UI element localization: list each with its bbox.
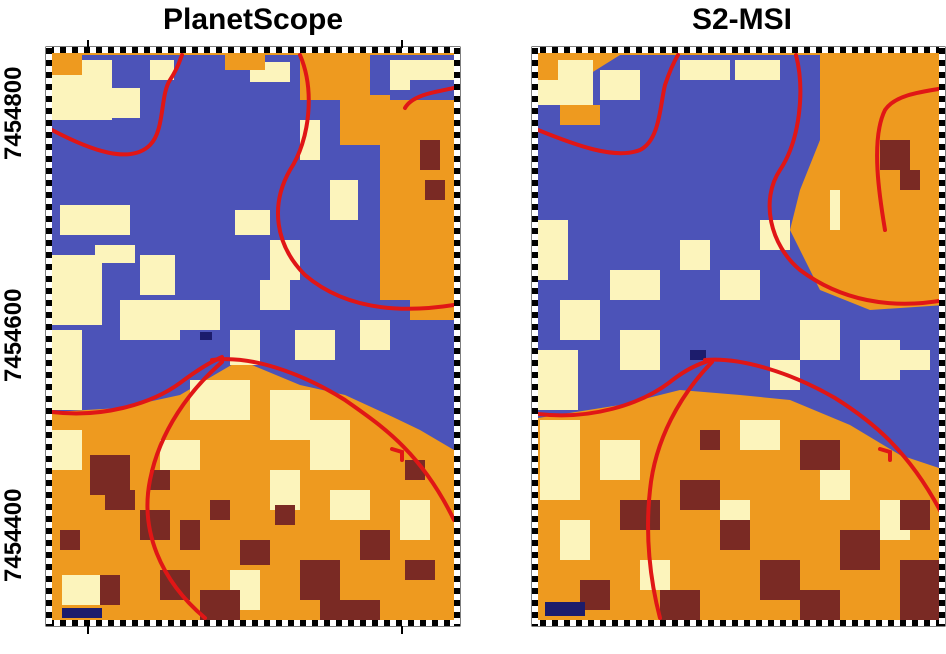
water-class-region <box>52 55 454 450</box>
dark-class-patches <box>60 140 445 620</box>
s2-msi-title: S2-MSI <box>691 3 793 36</box>
orange-class-patches <box>52 55 454 320</box>
navy-class-patches <box>62 332 212 618</box>
s2-msi-map <box>531 46 946 627</box>
boundary-lines <box>52 53 454 620</box>
pale-class-patches <box>52 60 454 610</box>
map-frame-right <box>531 46 946 627</box>
dark-class-patches <box>580 140 945 620</box>
map-frame-left <box>45 40 461 634</box>
planetscope-map <box>45 40 461 634</box>
planetscope-title: PlanetScope <box>162 3 344 36</box>
boundary-lines <box>538 53 945 620</box>
navy-class-patches <box>545 350 706 616</box>
